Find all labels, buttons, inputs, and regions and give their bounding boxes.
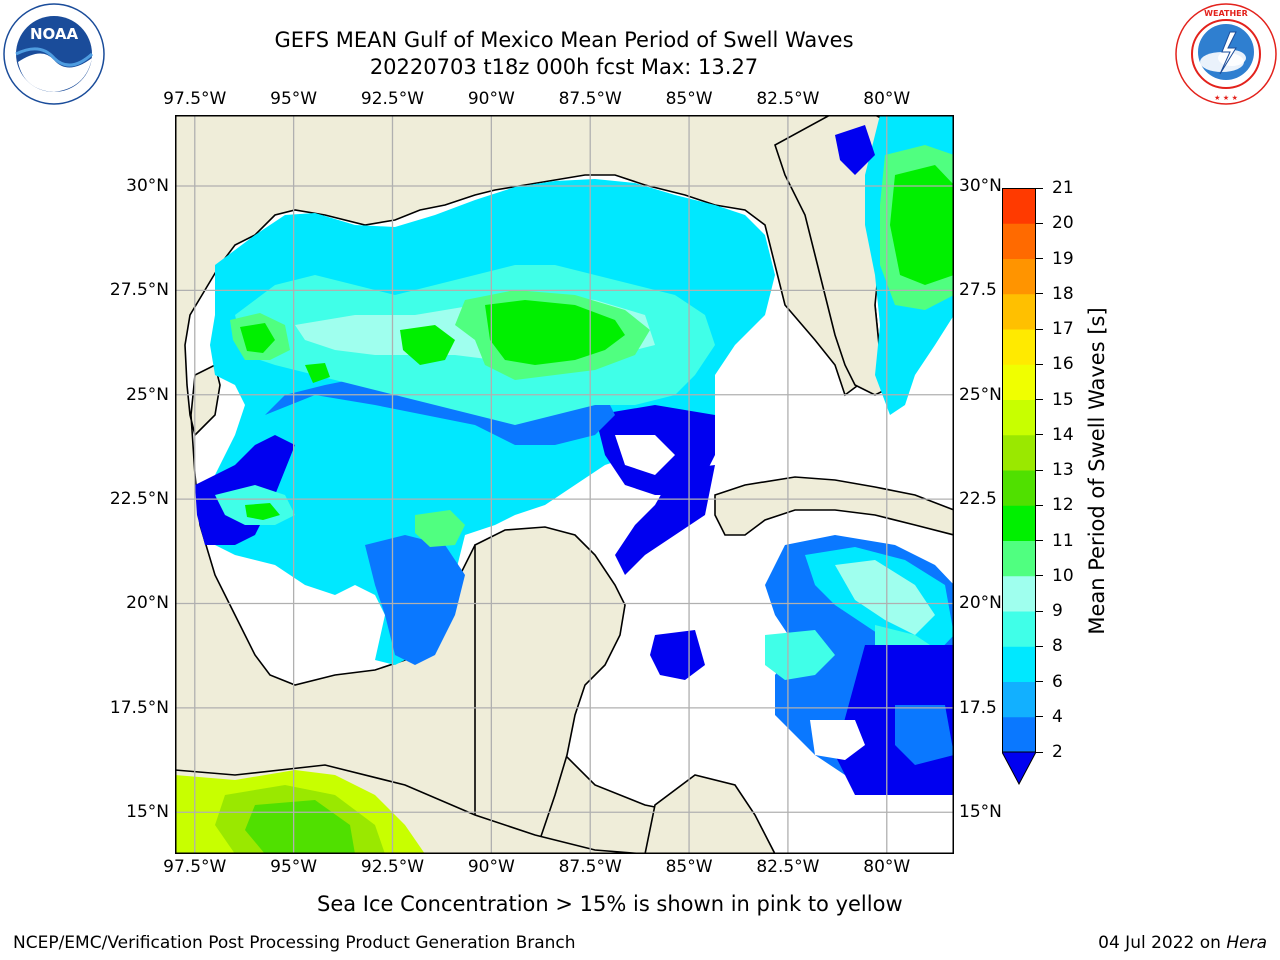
colorbar-tick-mark xyxy=(1036,187,1043,189)
lon-tick-label: 95°W xyxy=(270,89,318,109)
lat-tick-label: 20°N xyxy=(959,593,1002,614)
colorbar-tick-mark xyxy=(1036,610,1043,612)
colorbar-tick-label: 19 xyxy=(1052,248,1074,269)
colorbar-bin xyxy=(1002,575,1036,612)
colorbar-tick-mark xyxy=(1036,363,1043,365)
colorbar-bin xyxy=(1002,188,1036,224)
colorbar-tick-label: 13 xyxy=(1052,460,1074,480)
lon-tick-label: 97.5°W xyxy=(163,857,227,877)
footer-date-text: 04 Jul 2022 on xyxy=(1098,933,1227,953)
colorbar-bin xyxy=(1002,470,1036,506)
footer-host: Hera xyxy=(1226,933,1267,953)
map-panel xyxy=(175,115,954,854)
colorbar-tick-mark xyxy=(1036,504,1043,506)
colorbar-tick-label: 18 xyxy=(1052,283,1074,304)
svg-text:NOAA: NOAA xyxy=(30,25,79,43)
lat-tick-label: 20°N xyxy=(126,593,169,614)
colorbar-tick-label: 10 xyxy=(1052,565,1074,586)
colorbar-tick-mark xyxy=(1036,540,1043,541)
colorbar-bin xyxy=(1002,293,1036,330)
nws-logo-icon: WEATHER ★ ★ ★ xyxy=(1174,2,1278,106)
svg-text:WEATHER: WEATHER xyxy=(1204,9,1248,18)
lat-tick-label: 15°N xyxy=(959,802,1002,823)
colorbar-label: Mean Period of Swell Waves [s] xyxy=(1085,307,1109,635)
colorbar-bin xyxy=(1002,646,1036,682)
lon-tick-label: 85°W xyxy=(665,89,713,109)
lat-tick-label: 27.5 xyxy=(959,280,997,301)
colorbar-bin xyxy=(1002,611,1036,647)
footer-date: 04 Jul 2022 on Hera xyxy=(1098,933,1267,953)
colorbar-bin xyxy=(1002,258,1036,295)
lon-tick-label: 97.5°W xyxy=(163,89,227,109)
lat-tick-label: 22.5 xyxy=(959,489,997,510)
colorbar-bin xyxy=(1002,434,1036,471)
lon-tick-label: 82.5°W xyxy=(756,89,820,109)
colorbar xyxy=(1002,188,1036,785)
lat-tick-label: 15°N xyxy=(126,802,169,823)
colorbar-tick-label: 14 xyxy=(1052,424,1074,445)
colorbar-tick-label: 9 xyxy=(1052,601,1063,621)
colorbar-tick-mark xyxy=(1036,293,1043,295)
colorbar-tick-mark xyxy=(1036,716,1043,718)
colorbar-tick-label: 11 xyxy=(1052,530,1074,551)
lon-tick-label: 82.5°W xyxy=(756,857,820,877)
colorbar-bin xyxy=(1002,716,1036,753)
lat-tick-label: 25°N xyxy=(126,384,169,405)
colorbar-tick-label: 2 xyxy=(1052,742,1063,762)
colorbar-tick-mark xyxy=(1036,645,1043,647)
colorbar-tick-mark xyxy=(1036,328,1043,330)
colorbar-bin xyxy=(1002,540,1036,577)
colorbar-tick-label: 21 xyxy=(1052,178,1074,198)
lat-tick-label: 17.5 xyxy=(959,697,997,718)
lon-tick-label: 85°W xyxy=(665,857,713,877)
lon-tick-label: 95°W xyxy=(270,857,318,877)
colorbar-bin xyxy=(1002,364,1036,400)
map-grid xyxy=(175,115,954,854)
colorbar-tick-label: 16 xyxy=(1052,354,1074,375)
colorbar-tick-label: 20 xyxy=(1052,213,1074,234)
colorbar-tick-mark xyxy=(1036,469,1043,471)
sea-ice-note: Sea Ice Concentration > 15% is shown in … xyxy=(317,892,903,916)
colorbar-tick-label: 17 xyxy=(1052,319,1074,339)
colorbar-tick-label: 8 xyxy=(1052,636,1063,657)
lat-tick-label: 30°N xyxy=(126,175,169,196)
chart-subtitle: 20220703 t18z 000h fcst Max: 13.27 xyxy=(369,55,759,79)
colorbar-under-triangle xyxy=(1002,751,1036,785)
lon-tick-label: 90°W xyxy=(467,857,515,877)
lat-tick-label: 30°N xyxy=(959,175,1002,196)
colorbar-tick-label: 6 xyxy=(1052,671,1063,692)
colorbar-tick-label: 4 xyxy=(1052,706,1063,727)
lon-tick-label: 90°W xyxy=(467,89,515,109)
colorbar-bin xyxy=(1002,505,1036,541)
colorbar-tick-label: 12 xyxy=(1052,495,1074,516)
lon-tick-label: 92.5°W xyxy=(360,89,425,109)
colorbar-outline xyxy=(1002,188,1036,752)
lat-tick-label: 22.5°N xyxy=(109,489,169,510)
footer-credit: NCEP/EMC/Verification Post Processing Pr… xyxy=(13,933,576,953)
colorbar-tick-mark xyxy=(1036,222,1043,224)
lat-tick-label: 17.5°N xyxy=(109,697,169,718)
map-border xyxy=(175,115,954,854)
colorbar-tick-mark xyxy=(1036,434,1043,436)
colorbar-bin xyxy=(1002,329,1036,365)
lon-tick-label: 80°W xyxy=(863,89,911,109)
colorbar-bin xyxy=(1002,681,1036,718)
colorbar-bin xyxy=(1002,223,1036,259)
noaa-logo-icon: NOAA xyxy=(2,2,106,106)
colorbar-tick-mark xyxy=(1036,751,1043,753)
lat-tick-label: 27.5°N xyxy=(109,280,169,301)
lon-tick-label: 80°W xyxy=(863,857,911,877)
colorbar-tick-mark xyxy=(1036,258,1043,259)
colorbar-bin xyxy=(1002,399,1036,436)
lon-tick-label: 87.5°W xyxy=(558,89,622,109)
lat-tick-label: 25°N xyxy=(959,384,1002,405)
colorbar-tick-mark xyxy=(1036,681,1043,682)
colorbar-tick-mark xyxy=(1036,399,1043,400)
colorbar-tick-label: 15 xyxy=(1052,389,1074,410)
svg-text:★ ★ ★: ★ ★ ★ xyxy=(1214,94,1238,102)
lon-tick-label: 92.5°W xyxy=(360,857,425,877)
colorbar-tick-mark xyxy=(1036,575,1043,577)
lon-tick-label: 87.5°W xyxy=(558,857,622,877)
chart-title: GEFS MEAN Gulf of Mexico Mean Period of … xyxy=(274,28,854,52)
